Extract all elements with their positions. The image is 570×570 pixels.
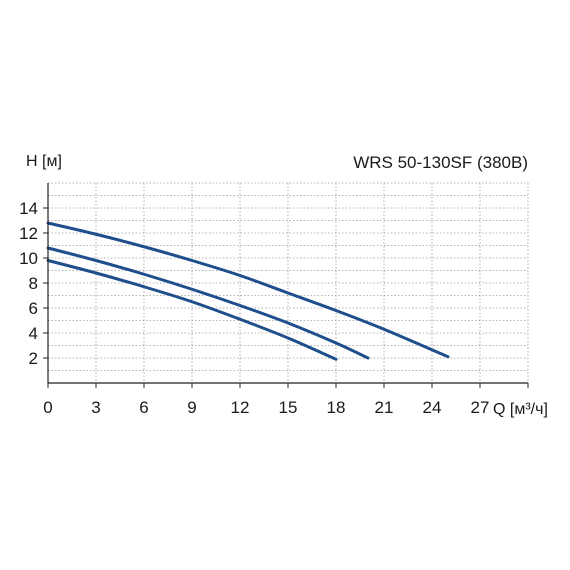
- y-tick-label: 12: [19, 224, 38, 243]
- pump-curve-3: [46, 259, 338, 361]
- y-tick-label: 14: [19, 199, 38, 218]
- pump-curve-2: [46, 246, 370, 360]
- pump-curve-1: [46, 221, 450, 359]
- y-tick-label: 4: [29, 324, 38, 343]
- y-tick-label: 10: [19, 249, 38, 268]
- chart-axes: [47, 183, 528, 384]
- chart-series: [46, 221, 450, 361]
- chart-grid: [48, 182, 529, 383]
- x-tick-label: 9: [187, 398, 196, 417]
- y-tick-label: 2: [29, 349, 38, 368]
- x-tick-label: 24: [423, 398, 442, 417]
- y-tick-label: 6: [29, 299, 38, 318]
- y-tick-label: 8: [29, 274, 38, 293]
- x-tick-label: 18: [327, 398, 346, 417]
- chart-title: WRS 50-130SF (380В): [353, 153, 528, 172]
- x-tick-label: 3: [91, 398, 100, 417]
- x-tick-label: 21: [375, 398, 394, 417]
- x-tick-label: 27: [471, 398, 490, 417]
- y-axis-title: H [м]: [26, 153, 62, 170]
- x-tick-label: 12: [231, 398, 250, 417]
- x-axis-title: Q [м³/ч]: [493, 401, 548, 418]
- x-tick-label: 15: [279, 398, 298, 417]
- chart-labels: H [м] Q [м³/ч] WRS 50-130SF (380В): [26, 153, 548, 418]
- x-tick-label: 6: [139, 398, 148, 417]
- x-tick-label: 0: [43, 398, 52, 417]
